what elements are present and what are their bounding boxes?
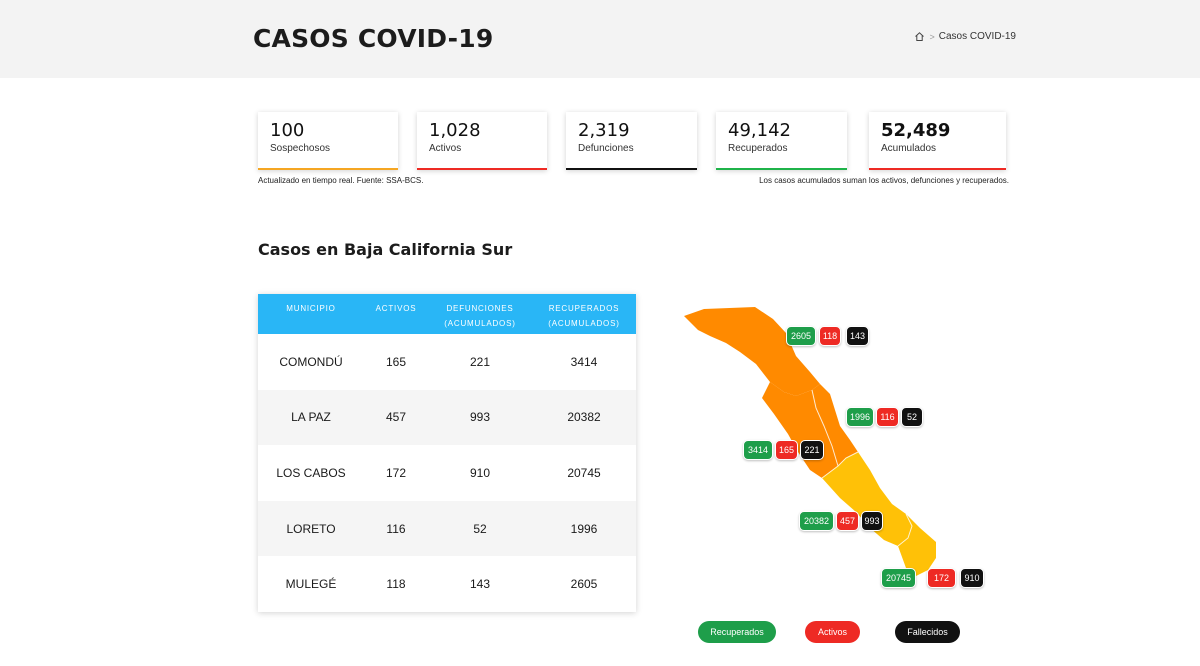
cell-activos: 457 xyxy=(385,410,407,425)
badge-loreto-recuperados: 1996 xyxy=(846,407,874,427)
cell-defunciones: 910 xyxy=(469,465,491,480)
badge-la-paz-fallecidos: 993 xyxy=(861,511,883,531)
cell-recuperados: 20382 xyxy=(567,410,601,425)
map-region-los-cabos xyxy=(898,514,936,576)
badge-comondu-recuperados: 3414 xyxy=(743,440,773,460)
legend-activos: Activos xyxy=(805,621,860,643)
table-header-row: MUNICIPIO ACTIVOS DEFUNCIONES (ACUMULADOS… xyxy=(258,294,636,334)
breadcrumb-current[interactable]: Casos COVID-19 xyxy=(938,31,1016,42)
column-header-municipio: MUNICIPIO xyxy=(286,304,336,313)
cell-defunciones: 143 xyxy=(469,577,491,592)
cell-activos: 165 xyxy=(385,354,407,369)
map-region-la-paz xyxy=(822,452,912,546)
badge-la-paz-activos: 457 xyxy=(836,511,859,531)
badge-mulege-recuperados: 2605 xyxy=(786,326,816,346)
bcs-map: 2605 118 143 1996 116 52 3414 165 221 20… xyxy=(670,300,1000,600)
cell-activos: 172 xyxy=(385,465,407,480)
map-border xyxy=(811,389,913,547)
cases-table: MUNICIPIO ACTIVOS DEFUNCIONES (ACUMULADOS… xyxy=(258,294,636,612)
card-value: 49,142 xyxy=(728,120,791,141)
badge-mulege-fallecidos: 143 xyxy=(846,326,869,346)
header-bar: CASOS COVID-19 > Casos COVID-19 xyxy=(0,0,1200,78)
map-region-mulege xyxy=(684,307,820,396)
card-activos: 1,028 Activos xyxy=(417,112,547,170)
card-value: 52,489 xyxy=(881,120,951,141)
card-label: Sospechosos xyxy=(270,143,331,154)
card-label: Recuperados xyxy=(728,143,788,154)
card-acumulados: 52,489 Acumulados xyxy=(869,112,1006,170)
home-icon[interactable] xyxy=(914,31,925,42)
cell-defunciones: 221 xyxy=(469,354,491,369)
cell-defunciones: 993 xyxy=(469,410,491,425)
cell-municipio: LOS CABOS xyxy=(276,465,346,480)
legend-fallecidos: Fallecidos xyxy=(895,621,960,643)
table-row: LORETO 116 52 1996 xyxy=(258,500,636,557)
card-accent-bar xyxy=(417,168,547,170)
badge-loreto-activos: 116 xyxy=(876,407,899,427)
legend-recuperados: Recuperados xyxy=(698,621,776,643)
cell-activos: 116 xyxy=(386,521,406,536)
badge-loreto-fallecidos: 52 xyxy=(901,407,923,427)
cell-municipio: COMONDÚ xyxy=(279,354,343,369)
cell-municipio: MULEGÉ xyxy=(285,577,337,592)
bcs-map-svg xyxy=(684,307,936,576)
card-accent-bar xyxy=(716,168,847,170)
page-title: CASOS COVID-19 xyxy=(253,24,494,53)
badge-comondu-fallecidos: 221 xyxy=(800,440,824,460)
column-header-recuperados: RECUPERADOS (ACUMULADOS) xyxy=(548,304,620,328)
card-label: Acumulados xyxy=(881,143,937,154)
column-header-defunciones: DEFUNCIONES (ACUMULADOS) xyxy=(444,304,516,328)
stat-cards: 100 Sospechosos 1,028 Activos 2,319 Defu… xyxy=(258,112,1008,170)
cell-municipio: LORETO xyxy=(286,521,336,536)
card-accent-bar xyxy=(258,168,398,170)
badge-los-cabos-activos: 172 xyxy=(927,568,956,588)
map-region-loreto xyxy=(812,384,858,466)
table-row: MULEGÉ 118 143 2605 xyxy=(258,556,636,612)
cell-recuperados: 20745 xyxy=(567,465,601,480)
badge-comondu-activos: 165 xyxy=(775,440,798,460)
source-note: Actualizado en tiempo real. Fuente: SSA-… xyxy=(258,176,424,185)
section-title: Casos en Baja California Sur xyxy=(258,240,513,259)
card-label: Defunciones xyxy=(578,143,634,154)
table-row: COMONDÚ 165 221 3414 xyxy=(258,334,636,390)
table-row: LA PAZ 457 993 20382 xyxy=(258,389,636,446)
cell-recuperados: 3414 xyxy=(570,354,598,369)
badge-mulege-activos: 118 xyxy=(819,326,841,346)
card-accent-bar xyxy=(566,168,697,170)
cell-defunciones: 52 xyxy=(473,521,487,536)
card-defunciones: 2,319 Defunciones xyxy=(566,112,697,170)
card-value: 100 xyxy=(270,120,305,141)
card-value: 1,028 xyxy=(429,120,481,141)
breadcrumb: > Casos COVID-19 xyxy=(914,31,1016,42)
card-value: 2,319 xyxy=(578,120,630,141)
card-accent-bar xyxy=(869,168,1006,170)
cell-municipio: LA PAZ xyxy=(291,410,331,425)
card-recuperados: 49,142 Recuperados xyxy=(716,112,847,170)
badge-los-cabos-recuperados: 20745 xyxy=(881,568,916,588)
cell-recuperados: 1996 xyxy=(570,521,598,536)
badge-la-paz-recuperados: 20382 xyxy=(799,511,834,531)
card-sospechosos: 100 Sospechosos xyxy=(258,112,398,170)
card-label: Activos xyxy=(429,143,462,154)
cases-table-card: MUNICIPIO ACTIVOS DEFUNCIONES (ACUMULADOS… xyxy=(258,294,636,612)
table-row: LOS CABOS 172 910 20745 xyxy=(258,445,636,501)
accumulated-note: Los casos acumulados suman los activos, … xyxy=(759,176,1009,185)
column-header-activos: ACTIVOS xyxy=(375,304,417,313)
badge-los-cabos-fallecidos: 910 xyxy=(960,568,984,588)
cell-recuperados: 2605 xyxy=(570,577,598,592)
breadcrumb-separator: > xyxy=(929,31,935,42)
cell-activos: 118 xyxy=(386,577,406,592)
